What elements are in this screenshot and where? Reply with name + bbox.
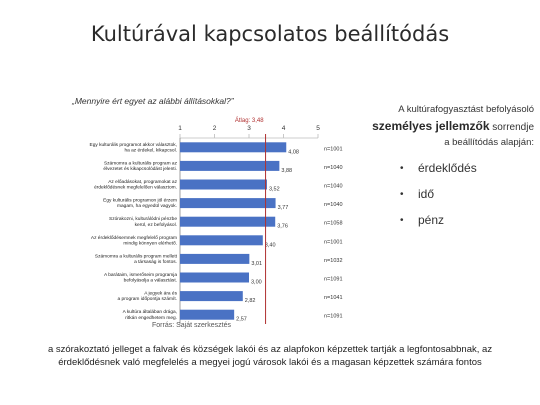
list-item: • idő	[400, 181, 477, 207]
data-label: 3,52	[269, 187, 280, 193]
category-label: Egy kulturális programon jól érzem magam,…	[103, 198, 177, 210]
n-label: n=1041	[324, 295, 343, 301]
data-label: 3,88	[281, 168, 292, 174]
data-label: 3,40	[265, 242, 276, 248]
bar	[180, 235, 263, 246]
x-tick-label: 1	[178, 125, 182, 132]
category-label: A jegyek ára és a program időpontja számí…	[118, 291, 178, 303]
bullet-icon: •	[400, 188, 404, 200]
data-label: 3,76	[277, 224, 288, 230]
category-label: Egy kulturális programot akkor választok…	[90, 142, 177, 154]
bar	[180, 216, 276, 227]
bar	[180, 160, 280, 171]
bar	[180, 142, 287, 153]
list-item: • érdeklődés	[400, 155, 477, 181]
bar	[180, 198, 276, 209]
info-line-3: a beállítódás alapján:	[444, 137, 534, 148]
x-tick-label: 3	[247, 125, 251, 132]
bar	[180, 272, 249, 283]
average-label: Átlag: 3,48	[235, 117, 264, 124]
factor-label: idő	[418, 187, 435, 201]
category-label: Számomra a kulturális program mellett a t…	[95, 253, 178, 265]
info-line-2-rest: sorrendje	[489, 122, 534, 133]
chart-question: „Mennyire ért egyet az alábbi állításokk…	[72, 96, 234, 106]
category-label: Számomra a kulturális program az élvezete…	[103, 160, 177, 172]
bar	[180, 291, 243, 302]
bar	[180, 309, 235, 320]
bar	[180, 179, 267, 190]
category-label: A barátaim, ismerőseim programja befolyás…	[104, 272, 177, 284]
bullet-icon: •	[400, 214, 404, 226]
data-label: 2,57	[236, 317, 247, 323]
n-label: n=1040	[324, 184, 343, 190]
n-label: n=1001	[324, 239, 343, 245]
n-label: n=1032	[324, 258, 343, 264]
data-label: 3,77	[278, 205, 289, 211]
n-label: n=1001	[324, 146, 343, 152]
category-label: Az érdeklődésemnek megfelelő program mind…	[91, 235, 177, 247]
bar	[180, 253, 250, 264]
n-label: n=1058	[324, 221, 343, 227]
page-title: Kultúrával kapcsolatos beállítódás	[90, 22, 450, 46]
summary-text: a szórakoztató jelleget a falvak és közs…	[47, 344, 493, 368]
bullet-icon: •	[400, 162, 404, 174]
right-info-box: A kultúrafogyasztást befolyásoló személy…	[362, 104, 534, 148]
factor-label: pénz	[418, 213, 445, 227]
info-line-2: személyes jellemzők sorrendje	[362, 119, 534, 133]
data-label: 4,08	[288, 149, 299, 155]
bar-chart: 1 2 3 4 5 4,08 n=1001 Egy kulturális programot …	[90, 117, 343, 324]
data-label: 2,82	[245, 298, 256, 304]
n-label: n=1040	[324, 165, 343, 171]
x-tick-label: 5	[316, 125, 320, 132]
n-label: n=1091	[324, 314, 343, 320]
data-label: 3,00	[251, 280, 262, 286]
data-label: 3,01	[251, 261, 262, 267]
chart-source: Forrás: Saját szerkesztés	[152, 322, 231, 329]
x-tick-label: 4	[282, 125, 286, 132]
n-label: n=1091	[324, 277, 343, 283]
x-tick-label: 2	[213, 125, 217, 132]
category-label: Szórakozni, kulturálódni pénzbe kerül, ez…	[109, 216, 177, 228]
info-line-2-bold: személyes jellemzők	[372, 119, 490, 133]
category-label: A kultúra általában drága, ritkán engedhe…	[123, 309, 177, 321]
info-line-1: A kultúrafogyasztást befolyásoló	[398, 104, 534, 115]
category-label: Az előadásokat, programokat az érdeklődés…	[94, 179, 178, 191]
factor-list: • érdeklődés • idő • pénz	[400, 155, 477, 233]
n-label: n=1040	[324, 202, 343, 208]
factor-label: érdeklődés	[418, 161, 477, 175]
list-item: • pénz	[400, 207, 477, 233]
